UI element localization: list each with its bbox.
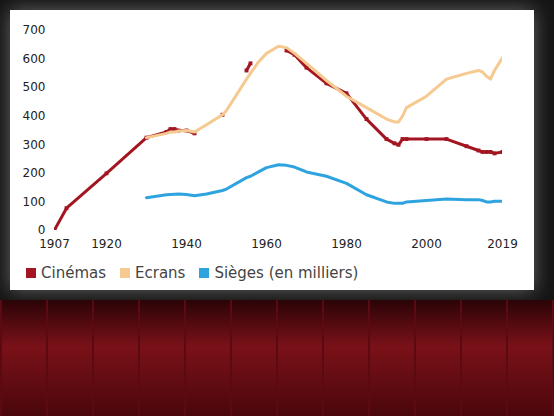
svg-text:2000: 2000 bbox=[411, 237, 442, 251]
svg-text:1960: 1960 bbox=[251, 237, 282, 251]
html-text:Ecrans: Ecrans bbox=[135, 264, 186, 282]
svg-text:1980: 1980 bbox=[331, 237, 362, 251]
svg-text:0: 0 bbox=[38, 223, 46, 237]
html-text:Sièges (en milliers): Sièges (en milliers) bbox=[214, 264, 359, 282]
svg-text:1920: 1920 bbox=[91, 237, 122, 251]
svg-text:1940: 1940 bbox=[171, 237, 202, 251]
svg-text:700: 700 bbox=[23, 23, 46, 37]
svg-text:600: 600 bbox=[23, 52, 46, 66]
svg-text:200: 200 bbox=[23, 166, 46, 180]
svg-text:500: 500 bbox=[23, 80, 46, 94]
svg-text:300: 300 bbox=[23, 138, 46, 152]
svg-text:100: 100 bbox=[23, 195, 46, 209]
svg-text:1907: 1907 bbox=[39, 237, 70, 251]
html-text:Cinémas: Cinémas bbox=[41, 264, 106, 282]
svg-text:400: 400 bbox=[23, 109, 46, 123]
svg-text:2019: 2019 bbox=[487, 237, 518, 251]
